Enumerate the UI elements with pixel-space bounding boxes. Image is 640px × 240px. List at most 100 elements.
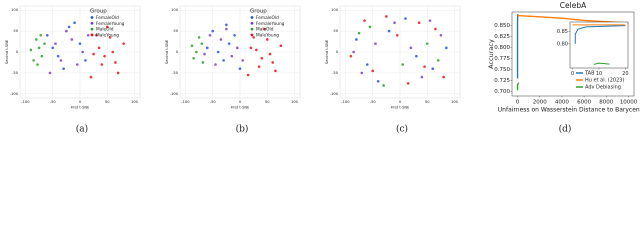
point <box>89 75 93 79</box>
plot-area <box>569 21 629 69</box>
legend-label: MaleOld <box>96 27 114 33</box>
x-axis-label: First t-SNE <box>231 106 250 110</box>
point <box>105 25 109 29</box>
point <box>205 46 209 50</box>
legend-label: FemaleYoung <box>256 21 285 27</box>
x-tick-label: 100 <box>291 100 299 104</box>
point <box>368 25 372 29</box>
point <box>111 50 115 54</box>
y-tick-label: 0.850 <box>494 23 510 29</box>
x-axis-label: First t-SNE <box>391 106 410 110</box>
y-tick-label: -100 <box>170 92 179 96</box>
point <box>265 38 269 41</box>
legend-swatch <box>90 21 94 25</box>
point <box>395 33 399 37</box>
y-tick-label: -50 <box>332 71 339 75</box>
y-tick-label: 50 <box>173 29 178 33</box>
point <box>442 75 445 79</box>
legend-title: Group <box>90 9 107 15</box>
y-axis-label: Second t-SNE <box>325 39 329 64</box>
point <box>425 42 429 45</box>
y-tick-label: 0.825 <box>494 34 510 40</box>
point <box>192 56 195 60</box>
figure: -100 -50 0 50 100 -100 -50 0 50 100 First t-SNE Sec… <box>5 1 640 135</box>
point <box>122 42 125 45</box>
point <box>73 21 76 25</box>
point <box>404 17 407 20</box>
point <box>417 21 421 25</box>
legend-label: FemaleOld <box>256 15 279 21</box>
y-axis-label: Second t-SNE <box>165 39 169 64</box>
point <box>45 33 49 37</box>
x-tick-label: 0 <box>79 100 82 104</box>
point <box>357 31 361 35</box>
x-axis-label: Unfairness on Wasserstein Distance to Ba… <box>498 107 640 114</box>
x-tick-label: 0 <box>516 99 520 105</box>
point <box>263 27 266 31</box>
point <box>235 46 239 50</box>
point <box>37 46 41 50</box>
point <box>97 46 101 50</box>
y-tick-label: 50 <box>13 29 18 33</box>
point <box>203 52 206 56</box>
point <box>401 63 405 66</box>
point <box>216 50 220 54</box>
point <box>274 69 277 73</box>
y-tick-label: 0.700 <box>494 89 510 95</box>
y-tick-label: 0 <box>16 50 19 54</box>
point <box>252 36 255 39</box>
point <box>219 38 223 41</box>
point <box>29 48 33 52</box>
point <box>365 63 369 66</box>
point <box>32 59 35 62</box>
point <box>86 33 90 37</box>
x-tick-label: -50 <box>50 100 57 104</box>
point <box>59 59 63 62</box>
point <box>211 29 215 33</box>
x-axis-label: First t-SNE <box>71 106 90 110</box>
y-tick-label: 0.80 <box>557 41 568 47</box>
y-tick-label: 0.800 <box>494 45 510 51</box>
y-tick-label: 100 <box>171 8 179 12</box>
y-tick-label: 0.725 <box>494 78 510 84</box>
point <box>355 38 358 41</box>
x-tick-label: 50 <box>425 100 430 104</box>
x-tick-label: 8000 <box>599 99 613 105</box>
point <box>233 33 236 37</box>
legend-swatch <box>90 33 94 37</box>
legend-label: Adv Debiasing <box>585 85 621 91</box>
point <box>35 38 38 41</box>
line <box>516 82 520 91</box>
y-tick-label: -100 <box>330 92 339 96</box>
point <box>360 71 364 75</box>
y-tick-label: 0 <box>176 50 179 54</box>
point <box>67 25 71 29</box>
point <box>197 36 201 39</box>
y-tick-label: 100 <box>331 8 339 12</box>
caption: (b) <box>236 124 249 135</box>
y-tick-label: -50 <box>12 71 19 75</box>
point <box>62 67 65 71</box>
point <box>238 67 242 71</box>
point <box>445 46 448 50</box>
point <box>385 15 388 18</box>
point <box>431 67 435 71</box>
point <box>241 59 245 62</box>
x-tick-label: 0 <box>571 71 574 77</box>
point <box>260 56 264 60</box>
point <box>222 59 225 62</box>
point <box>190 44 194 48</box>
point <box>56 54 60 58</box>
point <box>230 54 234 58</box>
x-tick-label: 0 <box>239 100 242 104</box>
point <box>108 36 112 39</box>
point <box>423 65 426 68</box>
point <box>409 46 413 50</box>
y-tick-label: 50 <box>333 29 338 33</box>
point <box>374 42 377 45</box>
point <box>352 50 355 54</box>
legend-swatch <box>250 33 254 37</box>
point <box>214 63 217 66</box>
x-tick-label: -50 <box>210 100 217 104</box>
point <box>428 19 432 22</box>
